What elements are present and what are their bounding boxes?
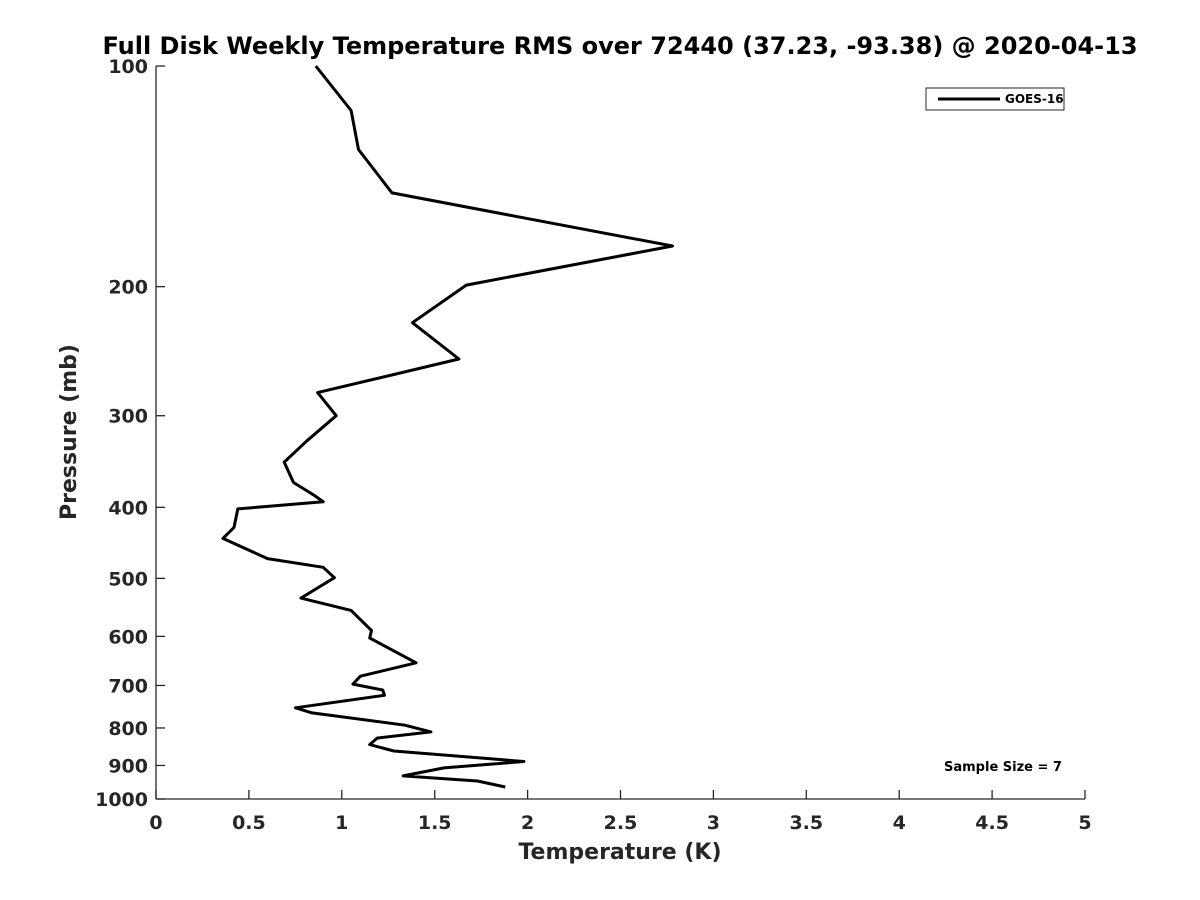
x-tick-label: 2.5 [604, 812, 638, 834]
series-layer [221, 65, 674, 789]
y-tick-label: 1000 [95, 789, 148, 811]
x-axis-label: Temperature (K) [518, 840, 721, 865]
y-tick-label: 700 [108, 675, 148, 697]
y-tick-label: 100 [108, 56, 148, 78]
y-tick-label: 800 [108, 718, 148, 740]
x-tick-label: 3.5 [789, 812, 823, 834]
x-tick-label: 0 [149, 812, 162, 834]
y-tick-label: 400 [108, 497, 148, 519]
y-tick-label: 200 [108, 277, 148, 299]
series-line-goes-16 [221, 65, 674, 789]
legend: GOES-16 [925, 87, 1065, 111]
x-tick-label: 2 [521, 812, 534, 834]
x-tick-label: 5 [1078, 812, 1091, 834]
x-tick-label: 0.5 [232, 812, 266, 834]
sample-size-annotation: Sample Size = 7 [944, 760, 1062, 775]
x-tick-label: 4 [893, 812, 906, 834]
y-tick-label: 900 [108, 755, 148, 777]
y-tick-label: 600 [108, 626, 148, 648]
y-tick-label: 300 [108, 406, 148, 428]
legend-label-goes-16: GOES-16 [1005, 92, 1064, 106]
y-axis-ticks: 100 200 300 400 500 600 700 800 900 1000 [95, 56, 165, 811]
chart-title: Full Disk Weekly Temperature RMS over 72… [102, 32, 1137, 60]
x-axis-ticks: 0 0.5 1 1.5 2 2.5 3 3.5 4 4.5 5 [149, 790, 1092, 834]
y-tick-label: 500 [108, 568, 148, 590]
x-tick-label: 4.5 [975, 812, 1009, 834]
x-tick-label: 1 [335, 812, 348, 834]
x-tick-label: 3 [707, 812, 720, 834]
y-axis-label: Pressure (mb) [57, 344, 82, 520]
x-tick-label: 1.5 [418, 812, 452, 834]
